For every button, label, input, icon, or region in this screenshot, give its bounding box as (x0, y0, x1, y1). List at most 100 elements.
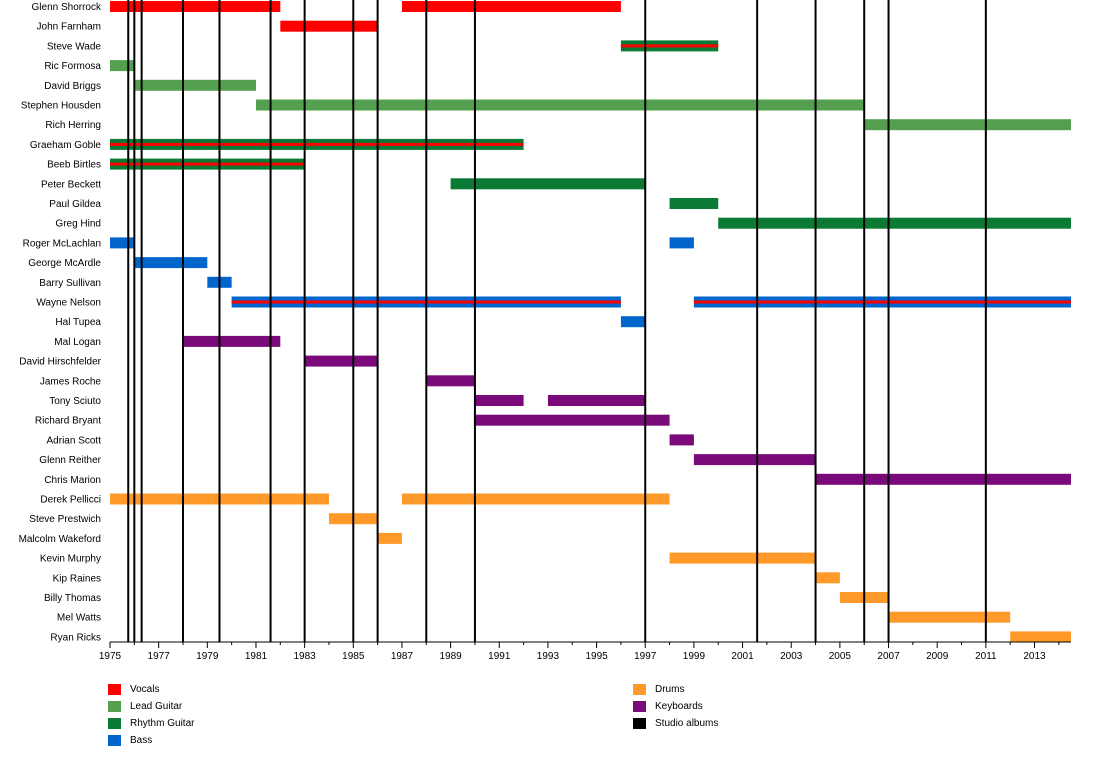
legend-label: Vocals (130, 683, 160, 695)
member-label: Malcolm Wakeford (19, 534, 101, 545)
legend-label: Lead Guitar (130, 700, 183, 712)
member-label: Ric Formosa (44, 61, 101, 72)
legend-swatch (108, 700, 121, 712)
member-label: Barry Sullivan (39, 278, 101, 289)
x-tick-label: 1981 (245, 651, 268, 662)
member-label: Rich Herring (45, 120, 101, 131)
x-tick-label: 1987 (391, 651, 414, 662)
member-label: Chris Marion (44, 475, 101, 486)
legend-item: Vocals (108, 681, 159, 697)
legend-label: Bass (130, 734, 153, 746)
member-bar (280, 20, 378, 32)
x-tick-label: 2013 (1023, 651, 1046, 662)
member-label: Adrian Scott (47, 435, 102, 446)
x-tick-label: 2003 (780, 651, 803, 662)
legend-item: Lead Guitar (108, 698, 182, 714)
member-bar (182, 335, 281, 347)
x-axis: 1975 1977 1979 1981 1983 1985 1987 1989 1991 1993… (99, 641, 1071, 662)
member-bar (110, 237, 135, 249)
member-label: Graeham Goble (30, 140, 102, 151)
member-label: David Briggs (44, 81, 101, 92)
member-bar (864, 119, 1071, 131)
legend: Vocals Lead Guitar Rhythm Guitar Bass Drums K… (0, 680, 1100, 750)
x-tick-label: 2001 (731, 651, 754, 662)
legend-swatch (633, 700, 646, 712)
x-tick-label: 1977 (148, 651, 171, 662)
legend-item: Rhythm Guitar (108, 715, 194, 731)
member-label: Derek Pellicci (40, 495, 101, 506)
member-bar (888, 611, 1011, 623)
x-tick-label: 1979 (196, 651, 219, 662)
member-label: Steve Prestwich (29, 514, 101, 525)
x-tick-label: 1989 (439, 651, 462, 662)
legend-swatch (108, 734, 121, 746)
member-label: John Farnham (37, 22, 101, 33)
member-bar (255, 99, 865, 111)
x-tick-label: 1997 (634, 651, 657, 662)
x-tick-label: 2007 (877, 651, 900, 662)
legend-swatch (108, 683, 121, 695)
legend-label: Rhythm Guitar (130, 717, 195, 729)
member-bar (110, 60, 135, 72)
member-bar (669, 198, 719, 209)
x-tick-label: 2011 (975, 651, 997, 662)
member-bar (718, 217, 1071, 229)
legend-label: Studio albums (655, 717, 719, 729)
studio-album-lines (127, 0, 987, 642)
member-label: David Hirschfelder (19, 357, 101, 368)
band-timeline-chart: Glenn Shorrock John Farnham Steve Wade Ric … (19, 0, 1071, 662)
member-label: Tony Sciuto (49, 396, 101, 407)
x-tick-label: 1985 (342, 651, 365, 662)
legend-swatch (108, 717, 121, 729)
member-name-labels: Glenn Shorrock John Farnham Steve Wade Ric … (19, 2, 102, 643)
member-label: Ryan Ricks (50, 632, 101, 643)
member-label: Steve Wade (47, 41, 102, 52)
member-bar (815, 572, 840, 584)
member-bar (450, 178, 646, 190)
legend-item: Keyboards (633, 698, 703, 714)
member-label: Kip Raines (53, 573, 101, 584)
member-label: Glenn Shorrock (32, 2, 102, 13)
member-bar (693, 454, 816, 466)
member-label: Wayne Nelson (36, 298, 101, 309)
member-bars (110, 1, 1071, 643)
legend-item: Bass (108, 732, 152, 748)
member-bar (1010, 631, 1071, 643)
member-bar-secondary-role (110, 162, 305, 166)
legend-swatch (633, 683, 646, 695)
member-bar-secondary-role (693, 300, 1071, 304)
member-bar (815, 473, 1071, 485)
legend-label: Drums (655, 683, 685, 695)
member-bar (547, 395, 646, 406)
member-label: Greg Hind (55, 219, 101, 230)
x-tick-label: 1999 (683, 651, 706, 662)
member-bar (669, 552, 816, 564)
member-bar (401, 493, 670, 505)
member-bar (474, 395, 524, 406)
member-label: Hal Tupea (55, 317, 101, 328)
member-label: Peter Beckett (41, 179, 101, 190)
member-label: Kevin Murphy (40, 554, 101, 565)
member-bar (426, 375, 475, 387)
member-bar (110, 1, 281, 12)
member-bar (474, 414, 670, 426)
x-tick-label: 2009 (926, 651, 949, 662)
legend-label: Keyboards (655, 700, 703, 712)
member-label: Glenn Reither (39, 455, 101, 466)
member-label: Mal Logan (54, 337, 101, 348)
x-tick-label: 1993 (537, 651, 560, 662)
member-bar (304, 355, 378, 367)
member-bar (401, 1, 621, 12)
x-tick-label: 1991 (488, 651, 511, 662)
member-label: Richard Bryant (35, 416, 101, 427)
legend-item: Drums (633, 681, 684, 697)
member-label: Mel Watts (57, 613, 101, 624)
member-bar (669, 237, 694, 249)
legend-swatch (633, 717, 646, 729)
member-bar-secondary-role (110, 142, 524, 146)
member-label: Roger McLachlan (23, 238, 101, 249)
x-tick-label: 1983 (294, 651, 317, 662)
member-label: Billy Thomas (44, 593, 101, 604)
member-bar-secondary-role (620, 44, 719, 48)
member-label: George McArdle (28, 258, 101, 269)
